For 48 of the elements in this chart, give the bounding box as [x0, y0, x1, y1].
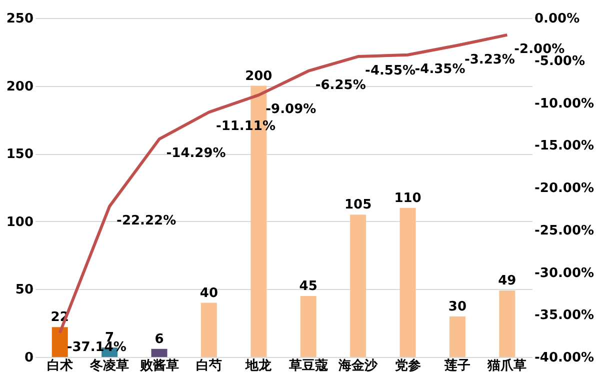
x-tick-label: 地龙 [244, 358, 273, 374]
x-tick-label: 海金沙 [338, 358, 379, 374]
data-label: -9.09% [266, 102, 316, 118]
x-tick-label: 猫爪草 [486, 358, 527, 374]
x-tick-label: 草豆蔻 [288, 358, 328, 374]
y2-tick-label: -20.00% [534, 181, 594, 196]
data-label: 6 [154, 332, 164, 347]
y2-tick-label: -10.00% [534, 96, 594, 112]
bar [52, 327, 68, 357]
data-label: 200 [245, 68, 272, 84]
data-label: 40 [200, 286, 218, 301]
bar [499, 290, 516, 357]
x-tick-label: 白芍 [196, 358, 222, 374]
x-tick-label: 党参 [394, 358, 421, 374]
data-label: -22.22% [116, 213, 176, 228]
data-label: -6.25% [315, 78, 366, 93]
y2-tick-label: -15.00% [534, 138, 594, 154]
bar [300, 296, 316, 357]
y-tick-label: 0 [24, 350, 34, 366]
y2-tick-label: -40.00% [534, 350, 594, 366]
y-tick-label: 100 [6, 214, 34, 230]
bar [400, 208, 416, 357]
data-label: -11.11% [216, 119, 276, 134]
x-tick-label: 冬凌草 [89, 358, 130, 374]
data-label: 45 [299, 278, 318, 294]
data-label: -4.55% [365, 64, 416, 79]
data-label: -14.29% [166, 146, 226, 162]
y2-tick-label: -35.00% [534, 308, 594, 324]
x-tick-label: 莲子 [443, 358, 470, 374]
x-tick-label: 败酱草 [138, 358, 179, 374]
bar [350, 214, 366, 357]
bar [151, 348, 168, 357]
bar [449, 316, 466, 357]
y-tick-label: 50 [15, 282, 34, 298]
data-label: 49 [498, 274, 516, 289]
y2-tick-label: -25.00% [534, 223, 594, 238]
y2-tick-label: 0.00% [534, 12, 580, 26]
bar [200, 302, 217, 357]
data-label: -3.23% [464, 52, 515, 68]
x-tick-label: 白术 [46, 358, 73, 374]
data-label: -4.35% [414, 62, 466, 77]
y-tick-label: 200 [6, 79, 34, 94]
y-tick-label: 150 [6, 147, 34, 162]
y-tick-label: 250 [6, 12, 34, 26]
y2-tick-label: -30.00% [534, 266, 594, 281]
data-label: 105 [344, 198, 372, 213]
data-label: 30 [448, 299, 466, 314]
data-label: 110 [394, 190, 422, 206]
